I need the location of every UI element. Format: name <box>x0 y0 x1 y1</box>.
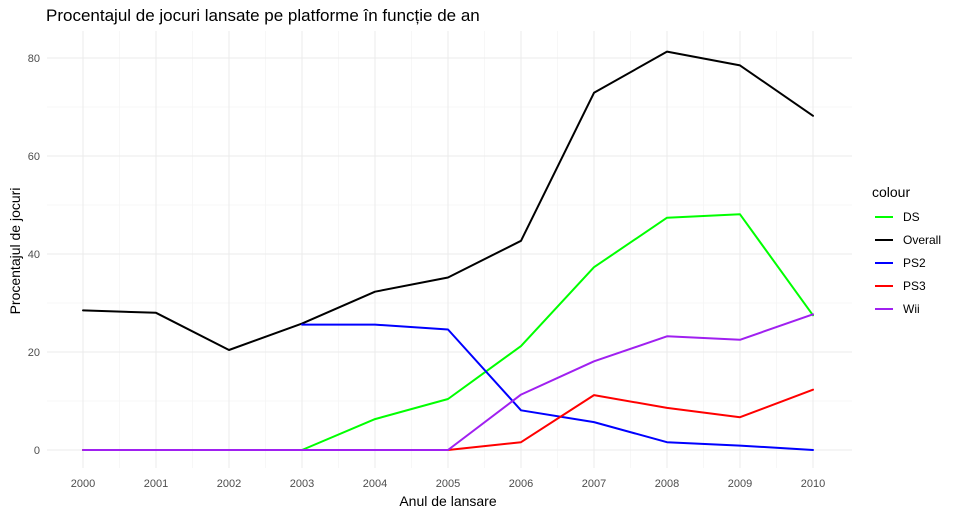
x-tick-label: 2002 <box>217 478 241 490</box>
x-axis-title: Anul de lansare <box>399 493 497 509</box>
series-line-wii <box>82 313 814 451</box>
y-axis-title: Procentajul de jocuri <box>7 188 23 315</box>
legend-item-ps3: PS3 <box>875 279 926 293</box>
x-tick-label: 2009 <box>728 478 752 490</box>
grid <box>47 31 852 468</box>
chart-title: Procentajul de jocuri lansate pe platfor… <box>46 6 480 25</box>
legend-item-ps2: PS2 <box>875 256 926 270</box>
y-axis-tick-labels: 0 20 40 60 80 <box>28 53 40 457</box>
x-tick-label: 2000 <box>71 478 95 490</box>
y-tick-label: 40 <box>28 249 40 261</box>
x-axis-tick-labels: 2000 2001 2002 2003 2004 2005 2006 2007 2008 2009… <box>71 478 825 490</box>
legend-label: Overall <box>903 233 941 247</box>
legend-items: DS Overall PS2 PS3 Wii <box>875 210 941 316</box>
y-tick-label: 0 <box>34 445 40 457</box>
x-tick-label: 2007 <box>582 478 606 490</box>
series-line-overall <box>82 50 814 351</box>
legend-label: DS <box>903 210 920 224</box>
legend-item-overall: Overall <box>875 233 941 247</box>
x-tick-label: 2003 <box>290 478 314 490</box>
series-line-ps2 <box>301 323 814 451</box>
x-tick-label: 2008 <box>655 478 679 490</box>
series-lines <box>82 50 814 451</box>
legend-item-wii: Wii <box>875 302 920 316</box>
x-tick-label: 2001 <box>144 478 168 490</box>
legend-label: Wii <box>903 302 920 316</box>
y-tick-label: 60 <box>28 151 40 163</box>
y-tick-label: 20 <box>28 347 40 359</box>
legend-item-ds: DS <box>875 210 920 224</box>
legend-label: PS2 <box>903 256 926 270</box>
x-tick-label: 2004 <box>363 478 387 490</box>
legend: colour DS Overall PS2 PS3 Wii <box>872 184 941 316</box>
x-tick-label: 2010 <box>801 478 825 490</box>
x-tick-label: 2006 <box>509 478 533 490</box>
legend-label: PS3 <box>903 279 926 293</box>
legend-title: colour <box>872 184 910 200</box>
y-tick-label: 80 <box>28 53 40 65</box>
x-tick-label: 2005 <box>436 478 460 490</box>
